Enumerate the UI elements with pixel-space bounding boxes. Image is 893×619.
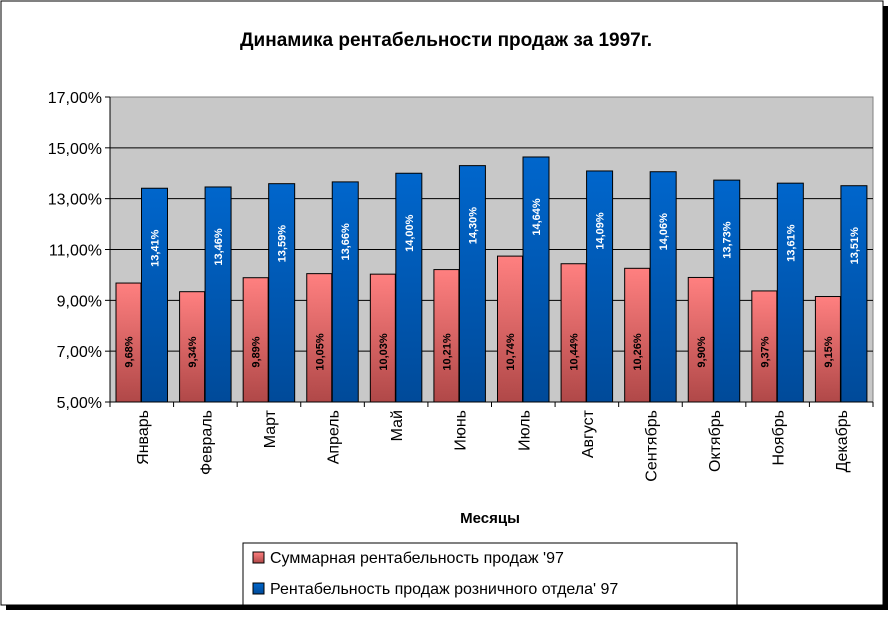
data-label: 9,34% [187, 336, 199, 367]
x-tick-label: Июнь [453, 410, 470, 451]
x-tick-label: Октябрь [707, 410, 724, 472]
y-tick-label: 5,00% [57, 395, 102, 412]
legend-label-total: Суммарная рентабельность продаж '97 [270, 550, 564, 567]
bar-retail [713, 179, 741, 403]
bar-total [433, 269, 460, 403]
bar-retail [395, 172, 423, 403]
x-tick-label: Июль [516, 410, 533, 451]
data-label: 14,06% [658, 213, 670, 251]
data-label: 10,26% [632, 333, 644, 371]
data-label: 9,37% [759, 336, 771, 367]
data-label: 13,59% [277, 225, 289, 263]
x-tick-label: Декабрь [834, 410, 851, 472]
x-tick-label: Май [389, 410, 406, 441]
data-label: 13,61% [785, 224, 797, 262]
bar-retail [204, 186, 232, 403]
y-tick-label: 15,00% [48, 141, 102, 158]
x-tick-label: Февраль [198, 410, 215, 475]
bar-retail [776, 182, 804, 403]
legend: Суммарная рентабельность продаж '97 Рент… [242, 542, 738, 606]
y-tick-label: 7,00% [57, 344, 102, 361]
data-label: 10,44% [569, 333, 581, 371]
x-tick-label: Январь [135, 410, 152, 465]
x-tick-label: Август [580, 409, 597, 458]
y-tick-label: 11,00% [49, 243, 102, 260]
bar-retail [522, 156, 550, 403]
data-label: 13,73% [722, 221, 734, 259]
bar-retail [586, 170, 614, 403]
y-tick-label: 9,00% [57, 293, 102, 310]
y-tick-label: 13,00% [48, 192, 102, 209]
data-label: 10,21% [441, 333, 453, 371]
bar-total [369, 273, 396, 403]
legend-label-retail: Рентабельность продаж розничного отдела'… [270, 581, 618, 598]
data-label: 13,46% [213, 228, 225, 266]
data-label: 14,09% [595, 212, 607, 250]
bar-retail [649, 171, 677, 403]
data-label: 14,00% [404, 214, 416, 252]
bar-retail [141, 187, 168, 403]
bar-retail [268, 183, 296, 403]
data-label: 13,51% [849, 227, 861, 265]
data-label: 10,03% [378, 333, 390, 371]
bar-total [751, 290, 778, 403]
legend-swatch-retail [252, 582, 265, 595]
data-label: 9,89% [251, 336, 263, 367]
data-label: 14,64% [531, 198, 543, 236]
data-label: 10,74% [505, 333, 517, 371]
bar-retail [331, 181, 359, 403]
x-tick-label: Сентябрь [643, 410, 660, 482]
bar-total [560, 263, 587, 403]
legend-swatch-total [252, 551, 265, 564]
bar-retail [840, 185, 868, 403]
data-label: 13,66% [340, 223, 352, 261]
x-tick-label: Апрель [326, 410, 343, 464]
x-tick-label: Март [262, 409, 279, 448]
chart-title: Динамика рентабельности продаж за 1997г. [240, 30, 652, 51]
x-axis-title: Месяцы [460, 510, 520, 527]
y-tick-label: 17,00% [48, 90, 102, 107]
data-label: 9,15% [823, 336, 835, 367]
data-label: 9,68% [124, 336, 136, 367]
data-label: 10,05% [314, 333, 326, 371]
data-label: 9,90% [696, 336, 708, 367]
bar-retail [458, 165, 486, 403]
bar-total [497, 255, 523, 403]
x-tick-label: Ноябрь [771, 410, 788, 466]
data-label: 13,41% [150, 229, 162, 267]
data-label: 14,30% [467, 207, 479, 245]
bar-total [306, 273, 333, 403]
